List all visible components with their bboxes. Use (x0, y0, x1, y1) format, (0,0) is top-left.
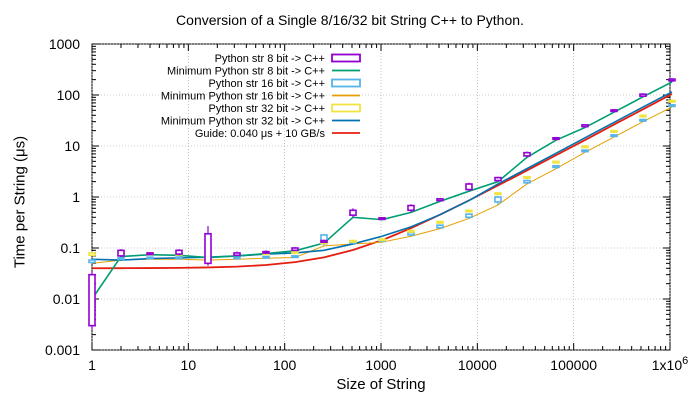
candle-box (88, 259, 96, 264)
y-tick-label: 1000 (49, 36, 80, 52)
series-layer (88, 78, 676, 330)
legend-label: Minimum Python str 32 bit -> C++ (161, 116, 325, 128)
candle-box (436, 224, 444, 229)
legend-label: Python str 16 bit -> C++ (209, 78, 325, 90)
candle-box (291, 247, 299, 252)
candle-box (291, 251, 299, 255)
candle-box (117, 249, 125, 257)
candle-box (639, 114, 647, 118)
candle-box (233, 252, 241, 257)
legend-label: Minimum Python str 8 bit -> C++ (167, 66, 325, 78)
legend-label: Minimum Python str 16 bit -> C++ (161, 91, 325, 103)
candle-box (175, 256, 183, 260)
candle-box (465, 209, 473, 213)
axis-ticks (91, 43, 671, 351)
candle-box (610, 109, 618, 113)
candle-box (610, 134, 618, 138)
candle-box (291, 255, 299, 259)
candle-box (146, 256, 154, 260)
x-axis-label: Size of String (336, 376, 426, 393)
legend-label: Python str 32 bit -> C++ (209, 103, 325, 115)
y-tick-label: 0.001 (45, 342, 80, 358)
candle-box (407, 231, 415, 236)
candle-box (639, 118, 647, 122)
legend-box-swatch (331, 103, 361, 113)
candle-box (552, 160, 560, 164)
candle-box (494, 192, 502, 196)
candle-box (581, 149, 589, 153)
candle-box (581, 124, 589, 128)
candle-box (523, 151, 531, 157)
candle-box (349, 209, 357, 216)
candle-box (610, 129, 618, 133)
y-tick-label: 10 (64, 138, 80, 154)
legend-box-swatch (331, 78, 361, 88)
candle-box (262, 250, 270, 254)
candle-box (668, 104, 676, 108)
legend-label: Guide: 0.040 μs + 10 GB/s (195, 128, 326, 140)
candle-box (88, 252, 96, 257)
candle-box (639, 93, 647, 97)
candle-box (552, 136, 560, 141)
y-tick-label: 0.1 (61, 240, 81, 256)
x-tick-label: 100 (273, 357, 297, 373)
y-tick-label: 1 (72, 189, 80, 205)
candle-box (204, 232, 212, 265)
x-tick-label: 10000 (458, 357, 497, 373)
candle-box (494, 196, 502, 203)
candle-box (581, 145, 589, 149)
candle-box (668, 78, 676, 82)
y-tick-label: 100 (57, 87, 81, 103)
candle-box (378, 217, 386, 221)
x-tick-label: 1 (88, 357, 96, 373)
candle-box (117, 257, 125, 261)
x-tick-label: 1000 (365, 357, 396, 373)
candle-box (523, 175, 531, 180)
candle-box (378, 238, 386, 242)
x-tick-exponent: 6 (682, 355, 688, 367)
candle-box (465, 183, 473, 191)
series-line (91, 106, 673, 264)
candle-box (88, 273, 96, 327)
candle-box (552, 164, 560, 169)
candle-box (523, 179, 531, 184)
legend: Python str 8 bit -> C++Minimum Python st… (161, 53, 361, 140)
x-tick-label: 10 (181, 357, 197, 373)
candle-box (668, 99, 676, 103)
candle-box (436, 220, 444, 224)
x-tick-label: 100000 (550, 357, 597, 373)
candle-box (494, 176, 502, 182)
x-tick-label: 1x106 (652, 355, 688, 373)
x-tick-labels: 1 10 100 1000 10000 100000 1x106 (88, 355, 688, 373)
candle-box (320, 239, 328, 243)
y-tick-label: 0.01 (53, 291, 80, 307)
candle-box (407, 204, 415, 212)
candle-box (436, 198, 444, 202)
candle-box (146, 252, 154, 256)
y-tick-labels: 0.001 0.01 0.1 1 10 100 1000 (45, 36, 80, 358)
series-line (91, 91, 673, 261)
legend-label: Python str 8 bit -> C++ (215, 53, 325, 65)
chart-title: Conversion of a Single 8/16/32 bit Strin… (176, 12, 524, 28)
candle-box (175, 249, 183, 255)
candle-box (262, 255, 270, 259)
legend-box-swatch (331, 53, 361, 63)
candle-box (233, 256, 241, 260)
candle-box (407, 229, 415, 233)
candle-box (349, 239, 357, 243)
candle-box (465, 213, 473, 219)
y-axis-label: Time per String (μs) (11, 135, 29, 269)
